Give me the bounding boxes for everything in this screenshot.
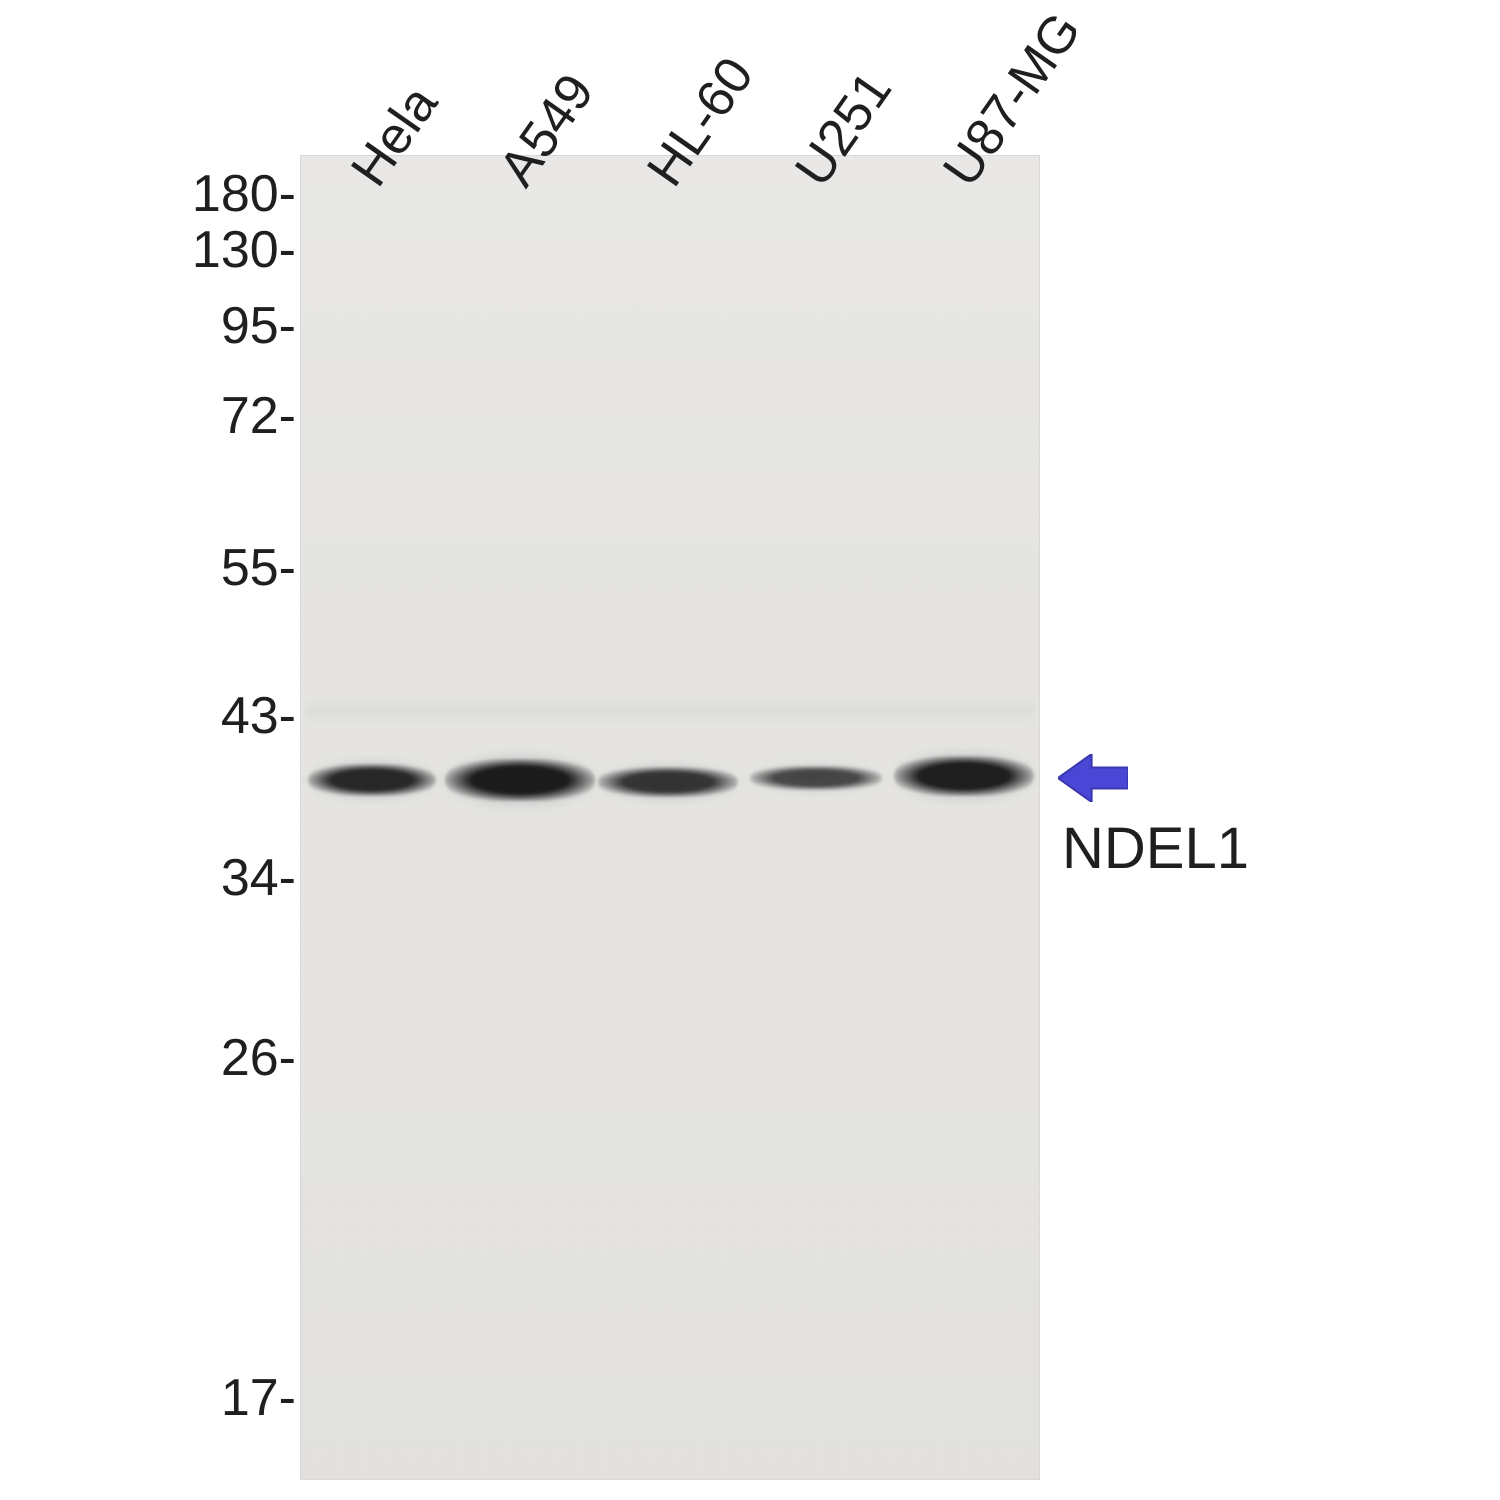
mw-marker-text: 55-	[221, 539, 296, 597]
arrow-shape	[1058, 754, 1128, 802]
mw-marker: 26-	[221, 1028, 296, 1088]
mw-marker-text: 180-	[192, 165, 296, 223]
protein-band	[750, 766, 882, 790]
mw-marker: 17-	[221, 1368, 296, 1428]
mw-marker-text: 95-	[221, 297, 296, 355]
mw-marker: 130-	[192, 220, 296, 280]
arrow-left-icon	[1058, 754, 1128, 802]
mw-marker: 43-	[221, 686, 296, 746]
mw-marker-text: 26-	[221, 1029, 296, 1087]
protein-band	[308, 764, 436, 796]
target-protein-label: NDEL1	[1062, 815, 1249, 882]
blot-membrane	[300, 155, 1040, 1480]
mw-marker: 55-	[221, 538, 296, 598]
mw-marker-text: 34-	[221, 849, 296, 907]
protein-band	[894, 756, 1034, 796]
target-arrow	[1058, 754, 1128, 802]
mw-marker: 95-	[221, 296, 296, 356]
western-blot-figure: 180-130-95-72-55-43-34-26-17- HelaA549HL…	[0, 0, 1500, 1500]
protein-band	[445, 759, 595, 801]
mw-marker: 180-	[192, 164, 296, 224]
protein-band	[598, 767, 738, 797]
mw-marker-text: 72-	[221, 387, 296, 445]
mw-marker: 34-	[221, 848, 296, 908]
membrane-grain	[301, 156, 1039, 1479]
target-protein-text: NDEL1	[1062, 816, 1249, 881]
mw-marker-text: 130-	[192, 221, 296, 279]
mw-marker: 72-	[221, 386, 296, 446]
mw-marker-text: 17-	[221, 1369, 296, 1427]
faint-smear	[306, 700, 1034, 722]
mw-marker-text: 43-	[221, 687, 296, 745]
